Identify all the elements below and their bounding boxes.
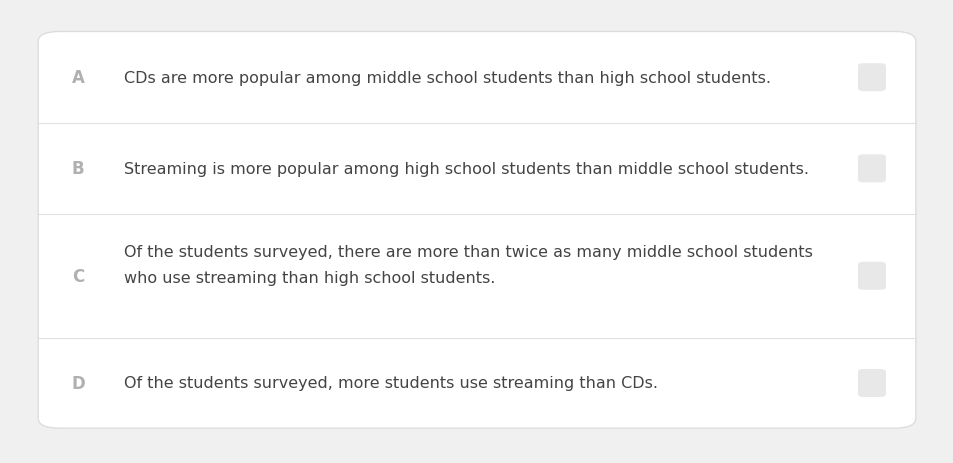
Text: A: A <box>71 69 85 87</box>
Text: B: B <box>71 160 85 178</box>
FancyBboxPatch shape <box>857 64 885 92</box>
Text: CDs are more popular among middle school students than high school students.: CDs are more popular among middle school… <box>124 70 770 86</box>
FancyBboxPatch shape <box>38 32 915 428</box>
FancyBboxPatch shape <box>857 155 885 183</box>
Text: Of the students surveyed, more students use streaming than CDs.: Of the students surveyed, more students … <box>124 375 658 391</box>
Text: Streaming is more popular among high school students than middle school students: Streaming is more popular among high sch… <box>124 162 808 176</box>
FancyBboxPatch shape <box>857 369 885 397</box>
Text: C: C <box>72 267 84 285</box>
FancyBboxPatch shape <box>857 262 885 290</box>
Text: D: D <box>71 374 85 392</box>
Text: Of the students surveyed, there are more than twice as many middle school studen: Of the students surveyed, there are more… <box>124 244 812 285</box>
